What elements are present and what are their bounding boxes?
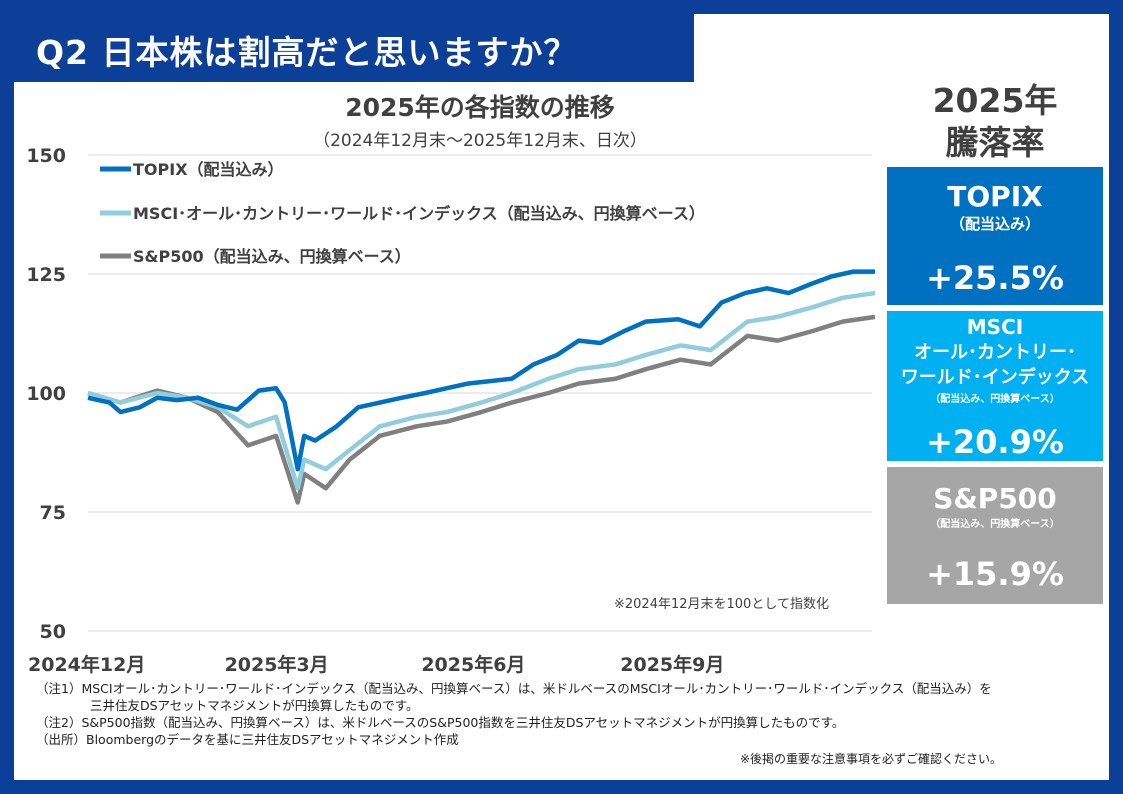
footnote-1-cont: 三井住友DSアセットマネジメントが円換算したものです。 bbox=[90, 698, 419, 713]
footnote-2: （注2）S&P500指数（配当込み、円換算ベース）は、米ドルベースのS&P500… bbox=[36, 715, 845, 730]
msci-name3: ワールド･インデックス bbox=[900, 367, 1090, 388]
topix-sub: （配当込み） bbox=[949, 215, 1040, 233]
chart-title: 2025年の各指数の推移 bbox=[345, 93, 615, 122]
topix-pct: +25.5% bbox=[926, 259, 1064, 297]
chart-note: ※2024年12月末を100として指数化 bbox=[614, 597, 829, 612]
series-line bbox=[87, 269, 875, 472]
source-note: （出所）Bloombergのデータを基に三井住友DSアセットマネジメント作成 bbox=[36, 732, 459, 747]
sp500-return-box: S&P500 （配当込み、円換算ベース） +15.9% bbox=[887, 467, 1103, 604]
footnotes: （注1）MSCIオール･カントリー･ワールド･インデックス（配当込み、円換算ベー… bbox=[36, 680, 992, 748]
returns-heading-year: 2025年 bbox=[932, 81, 1058, 120]
series-line bbox=[87, 314, 876, 505]
msci-name2: オール･カントリー･ bbox=[914, 342, 1076, 363]
legend-label: S&P500（配当込み、円換算ベース） bbox=[133, 247, 411, 266]
series-line bbox=[87, 290, 876, 491]
y-tick-label: 100 bbox=[26, 383, 66, 405]
msci-sub: （配当込み、円換算ベース） bbox=[930, 394, 1060, 405]
chart-subtitle: （2024年12月末～2025年12月末、日次） bbox=[313, 131, 647, 151]
x-tick-label: 2024年12月 bbox=[28, 653, 145, 676]
legend-label: MSCI･オール･カントリー･ワールド･インデックス（配当込み、円換算ベース） bbox=[133, 204, 705, 223]
msci-pct: +20.9% bbox=[926, 423, 1064, 461]
page-title-text: Q2 日本株は割高だと思いますか？ bbox=[36, 33, 578, 72]
footnote-1: （注1）MSCIオール･カントリー･ワールド･インデックス（配当込み、円換算ベー… bbox=[36, 681, 992, 696]
msci-return-box: MSCI オール･カントリー･ ワールド･インデックス （配当込み、円換算ベース… bbox=[887, 311, 1103, 461]
sp500-sub: （配当込み、円換算ベース） bbox=[930, 519, 1060, 530]
returns-heading: 2025年 騰落率 bbox=[887, 80, 1103, 164]
page-title: Q2 日本株は割高だと思いますか？ bbox=[14, 14, 694, 82]
y-tick-label: 125 bbox=[26, 264, 66, 286]
sp500-pct: +15.9% bbox=[926, 555, 1064, 593]
x-tick-label: 2025年3月 bbox=[225, 653, 329, 676]
topix-return-box: TOPIX （配当込み） +25.5% bbox=[887, 167, 1103, 305]
topix-name: TOPIX bbox=[947, 180, 1043, 213]
caution-note: ※後掲の重要な注意事項を必ずご確認ください。 bbox=[740, 752, 1003, 766]
returns-heading-label: 騰落率 bbox=[945, 123, 1045, 162]
sp500-name: S&P500 bbox=[933, 482, 1057, 515]
y-tick-label: 75 bbox=[40, 502, 66, 524]
x-tick-label: 2025年6月 bbox=[421, 653, 525, 676]
y-tick-label: 50 bbox=[40, 621, 66, 643]
y-tick-label: 150 bbox=[26, 145, 66, 167]
msci-name1: MSCI bbox=[966, 315, 1024, 339]
legend-label: TOPIX（配当込み） bbox=[133, 160, 284, 179]
x-tick-label: 2025年9月 bbox=[620, 653, 724, 676]
